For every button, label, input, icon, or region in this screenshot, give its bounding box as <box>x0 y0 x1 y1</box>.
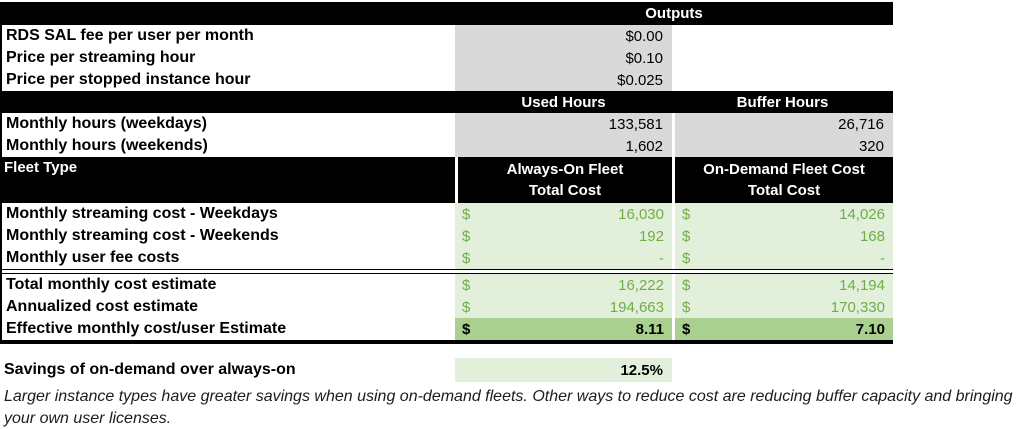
always-on-fleet-header-line2: Total Cost <box>528 182 602 199</box>
currency-symbol: $ <box>462 320 471 338</box>
empty-cell <box>672 69 893 91</box>
outputs-header-title: Outputs <box>645 5 703 22</box>
hours-label-weekends: Monthly hours (weekends) <box>0 135 455 157</box>
hours-header-spacer <box>0 91 455 113</box>
cost-row: Monthly user fee costs $ - $ - <box>0 247 893 269</box>
effective-cost-row: Effective monthly cost/user Estimate $ 8… <box>0 318 893 340</box>
cost-estimate-sheet: Outputs RDS SAL fee per user per month $… <box>0 2 893 344</box>
on-demand-user-fee-cell[interactable]: $ - <box>672 247 893 269</box>
param-value-stopped-instance-hour[interactable]: $0.025 <box>455 69 672 91</box>
param-row: Price per streaming hour $0.10 <box>0 47 893 69</box>
empty-cell <box>672 25 893 47</box>
used-hours-header: Used Hours <box>521 93 606 111</box>
always-on-streaming-weekends-cell[interactable]: $ 192 <box>455 225 672 247</box>
always-on-total-monthly-value: 16,222 <box>618 276 664 294</box>
currency-symbol: $ <box>682 320 691 338</box>
on-demand-fleet-header-line1: On-Demand Fleet Cost <box>703 161 865 178</box>
currency-symbol: $ <box>462 205 471 223</box>
cost-row: Monthly streaming cost - Weekdays $ 16,0… <box>0 203 893 225</box>
hours-header-row: Used Hours Buffer Hours <box>0 91 893 113</box>
footnote-text: Larger instance types have greater savin… <box>4 388 1013 427</box>
on-demand-fleet-header-line2: Total Cost <box>747 182 821 199</box>
param-row: Price per stopped instance hour $0.025 <box>0 69 893 91</box>
always-on-effective-cost-value: 8.11 <box>635 320 664 338</box>
param-label-streaming-hour: Price per streaming hour <box>0 47 455 69</box>
param-value-rds-sal-fee[interactable]: $0.00 <box>455 25 672 47</box>
total-row: Total monthly cost estimate $ 16,222 $ 1… <box>0 274 893 296</box>
hours-row: Monthly hours (weekends) 1,602 320 <box>0 135 893 157</box>
always-on-annualized-value: 194,663 <box>609 298 664 316</box>
currency-symbol: $ <box>462 276 471 294</box>
total-row: Annualized cost estimate $ 194,663 $ 170… <box>0 296 893 318</box>
hours-label-weekdays: Monthly hours (weekdays) <box>0 113 455 135</box>
on-demand-annualized-value: 170,330 <box>830 298 885 316</box>
used-hours-weekdays[interactable]: 133,581 <box>455 113 672 135</box>
on-demand-streaming-weekends-cell[interactable]: $ 168 <box>672 225 893 247</box>
always-on-streaming-weekends-value: 192 <box>638 227 664 245</box>
savings-label: Savings of on-demand over always-on <box>4 361 296 378</box>
buffer-hours-weekends[interactable]: 320 <box>672 135 893 157</box>
cost-label-streaming-weekdays: Monthly streaming cost - Weekdays <box>0 203 455 225</box>
always-on-fleet-header: Always-On Fleet Total Cost <box>455 157 672 203</box>
on-demand-effective-cost-value: 7.10 <box>855 320 885 338</box>
always-on-effective-cost-cell[interactable]: $ 8.11 <box>455 318 672 340</box>
on-demand-streaming-weekdays-cell[interactable]: $ 14,026 <box>672 203 893 225</box>
effective-cost-label: Effective monthly cost/user Estimate <box>0 318 455 340</box>
param-label-rds-sal-fee: RDS SAL fee per user per month <box>0 25 455 47</box>
savings-value-cell[interactable]: 12.5% <box>455 358 672 382</box>
on-demand-streaming-weekends-value: 168 <box>859 227 885 245</box>
empty-cell <box>672 358 893 382</box>
currency-symbol: $ <box>462 249 471 267</box>
on-demand-fleet-header: On-Demand Fleet Cost Total Cost <box>672 157 893 203</box>
cost-label-user-fee: Monthly user fee costs <box>0 247 455 269</box>
outputs-header-row: Outputs <box>0 2 893 25</box>
always-on-total-monthly-cell[interactable]: $ 16,222 <box>455 274 672 296</box>
fleet-header-row: Fleet Type Always-On Fleet Total Cost On… <box>0 157 893 203</box>
always-on-user-fee-value: - <box>659 249 664 267</box>
double-line-separator <box>0 269 893 274</box>
currency-symbol: $ <box>682 249 691 267</box>
outputs-header-spacer <box>0 2 455 25</box>
currency-symbol: $ <box>462 298 471 316</box>
currency-symbol: $ <box>682 276 691 294</box>
on-demand-total-monthly-cell[interactable]: $ 14,194 <box>672 274 893 296</box>
cost-row: Monthly streaming cost - Weekends $ 192 … <box>0 225 893 247</box>
on-demand-total-monthly-value: 14,194 <box>839 276 885 294</box>
param-value-streaming-hour[interactable]: $0.10 <box>455 47 672 69</box>
fleet-type-header: Fleet Type <box>4 159 78 176</box>
annualized-label: Annualized cost estimate <box>0 296 455 318</box>
empty-cell <box>672 47 893 69</box>
total-monthly-label: Total monthly cost estimate <box>0 274 455 296</box>
cost-label-streaming-weekends: Monthly streaming cost - Weekends <box>0 225 455 247</box>
param-row: RDS SAL fee per user per month $0.00 <box>0 25 893 47</box>
on-demand-annualized-cell[interactable]: $ 170,330 <box>672 296 893 318</box>
table-bottom-border <box>0 340 893 344</box>
currency-symbol: $ <box>682 227 691 245</box>
on-demand-effective-cost-cell[interactable]: $ 7.10 <box>672 318 893 340</box>
always-on-streaming-weekdays-value: 16,030 <box>618 205 664 223</box>
buffer-hours-header: Buffer Hours <box>736 93 829 111</box>
always-on-user-fee-cell[interactable]: $ - <box>455 247 672 269</box>
used-hours-weekends[interactable]: 1,602 <box>455 135 672 157</box>
buffer-hours-weekdays[interactable]: 26,716 <box>672 113 893 135</box>
param-label-stopped-instance-hour: Price per stopped instance hour <box>0 69 455 91</box>
savings-row: Savings of on-demand over always-on 12.5… <box>0 358 893 382</box>
currency-symbol: $ <box>682 205 691 223</box>
on-demand-user-fee-value: - <box>880 249 885 267</box>
on-demand-streaming-weekdays-value: 14,026 <box>839 205 885 223</box>
always-on-streaming-weekdays-cell[interactable]: $ 16,030 <box>455 203 672 225</box>
currency-symbol: $ <box>682 298 691 316</box>
always-on-annualized-cell[interactable]: $ 194,663 <box>455 296 672 318</box>
always-on-fleet-header-line1: Always-On Fleet <box>506 161 624 178</box>
currency-symbol: $ <box>462 227 471 245</box>
hours-row: Monthly hours (weekdays) 133,581 26,716 <box>0 113 893 135</box>
